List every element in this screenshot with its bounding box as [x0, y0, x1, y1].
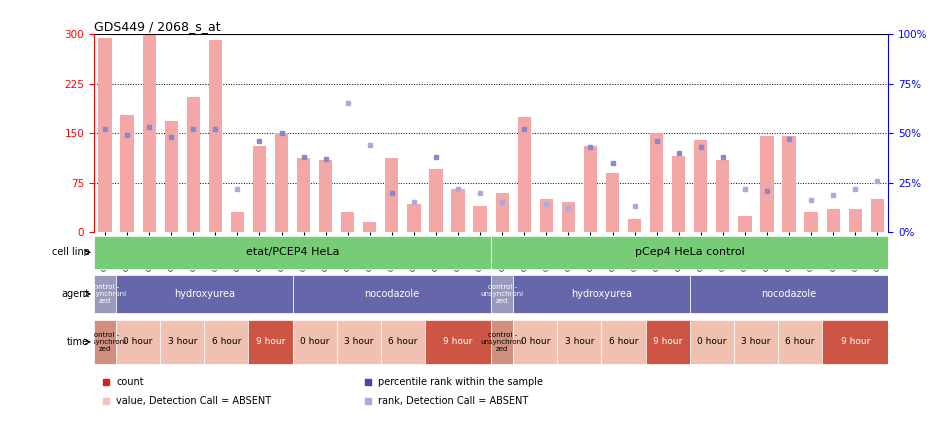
Text: nocodazole: nocodazole — [761, 289, 817, 299]
Text: cell line: cell line — [52, 248, 89, 257]
FancyBboxPatch shape — [116, 275, 292, 313]
Bar — [826, 209, 839, 232]
Bar — [341, 212, 354, 232]
Bar — [209, 40, 222, 232]
FancyBboxPatch shape — [557, 320, 602, 364]
FancyBboxPatch shape — [292, 275, 491, 313]
FancyBboxPatch shape — [513, 320, 557, 364]
FancyBboxPatch shape — [646, 320, 690, 364]
FancyBboxPatch shape — [160, 320, 204, 364]
Text: 3 hour: 3 hour — [565, 337, 594, 346]
Text: 9 hour: 9 hour — [444, 337, 473, 346]
Text: hydroxyurea: hydroxyurea — [571, 289, 632, 299]
Bar — [584, 146, 597, 232]
Bar — [319, 159, 333, 232]
Text: 3 hour: 3 hour — [344, 337, 373, 346]
FancyBboxPatch shape — [602, 320, 646, 364]
Text: count: count — [117, 377, 144, 387]
FancyBboxPatch shape — [491, 320, 513, 364]
Bar — [474, 206, 487, 232]
FancyBboxPatch shape — [337, 320, 381, 364]
Bar — [274, 133, 289, 232]
Text: hydroxyurea: hydroxyurea — [174, 289, 235, 299]
Bar — [694, 140, 708, 232]
Bar — [430, 170, 443, 232]
Text: 9 hour: 9 hour — [256, 337, 285, 346]
Bar — [363, 222, 376, 232]
Bar — [495, 193, 509, 232]
Text: 6 hour: 6 hour — [388, 337, 417, 346]
FancyBboxPatch shape — [690, 320, 734, 364]
FancyBboxPatch shape — [94, 275, 116, 313]
Bar — [805, 212, 818, 232]
Text: 6 hour: 6 hour — [212, 337, 241, 346]
Bar — [231, 212, 244, 232]
FancyBboxPatch shape — [94, 320, 116, 364]
Text: 6 hour: 6 hour — [785, 337, 815, 346]
Bar — [672, 156, 685, 232]
FancyBboxPatch shape — [491, 236, 888, 269]
Text: control -
unsynchroni
zed: control - unsynchroni zed — [84, 284, 127, 304]
Bar — [253, 146, 266, 232]
Bar — [540, 199, 553, 232]
Bar — [650, 133, 664, 232]
Bar — [164, 121, 178, 232]
FancyBboxPatch shape — [822, 320, 888, 364]
Text: nocodazole: nocodazole — [365, 289, 419, 299]
Text: pCep4 HeLa control: pCep4 HeLa control — [634, 248, 744, 257]
FancyBboxPatch shape — [248, 320, 292, 364]
FancyBboxPatch shape — [116, 320, 160, 364]
Bar — [870, 199, 884, 232]
Text: GDS449 / 2068_s_at: GDS449 / 2068_s_at — [94, 20, 221, 33]
Bar — [628, 219, 641, 232]
Text: 0 hour: 0 hour — [123, 337, 153, 346]
FancyBboxPatch shape — [381, 320, 425, 364]
Bar — [760, 136, 774, 232]
FancyBboxPatch shape — [292, 320, 337, 364]
Bar — [716, 159, 729, 232]
Text: control -
unsynchroni
zed: control - unsynchroni zed — [480, 284, 524, 304]
Bar — [562, 202, 575, 232]
Text: time: time — [67, 337, 89, 347]
Bar — [849, 209, 862, 232]
FancyBboxPatch shape — [94, 236, 491, 269]
Text: 9 hour: 9 hour — [653, 337, 682, 346]
Bar — [99, 38, 112, 232]
Bar — [187, 97, 200, 232]
Text: rank, Detection Call = ABSENT: rank, Detection Call = ABSENT — [379, 396, 528, 406]
Bar — [518, 117, 531, 232]
Bar — [120, 115, 133, 232]
Bar — [606, 173, 619, 232]
Bar — [451, 189, 464, 232]
FancyBboxPatch shape — [513, 275, 690, 313]
Text: percentile rank within the sample: percentile rank within the sample — [379, 377, 543, 387]
Text: 3 hour: 3 hour — [742, 337, 771, 346]
Text: etat/PCEP4 HeLa: etat/PCEP4 HeLa — [246, 248, 339, 257]
FancyBboxPatch shape — [734, 320, 778, 364]
Bar — [143, 35, 156, 232]
FancyBboxPatch shape — [778, 320, 822, 364]
Bar — [385, 158, 399, 232]
FancyBboxPatch shape — [425, 320, 491, 364]
Text: 6 hour: 6 hour — [609, 337, 638, 346]
Text: agent: agent — [61, 289, 89, 299]
Text: 9 hour: 9 hour — [840, 337, 870, 346]
Bar — [407, 204, 420, 232]
Bar — [738, 216, 751, 232]
Text: value, Detection Call = ABSENT: value, Detection Call = ABSENT — [117, 396, 272, 406]
FancyBboxPatch shape — [491, 275, 513, 313]
FancyBboxPatch shape — [204, 320, 248, 364]
Bar — [782, 136, 795, 232]
Text: control -
unsynchroni
zed: control - unsynchroni zed — [84, 332, 127, 352]
Text: 0 hour: 0 hour — [300, 337, 329, 346]
Text: 0 hour: 0 hour — [697, 337, 727, 346]
Text: 0 hour: 0 hour — [521, 337, 550, 346]
FancyBboxPatch shape — [690, 275, 888, 313]
Text: 3 hour: 3 hour — [167, 337, 197, 346]
Text: control -
unsynchroni
zed: control - unsynchroni zed — [480, 332, 524, 352]
Bar — [297, 158, 310, 232]
